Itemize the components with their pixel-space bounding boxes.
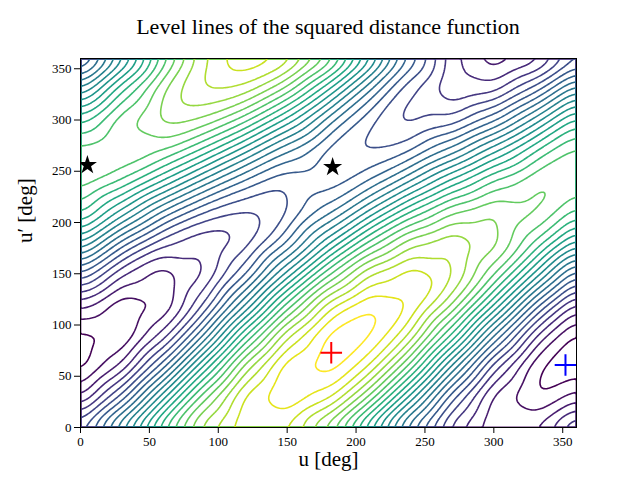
svg-text:50: 50	[59, 368, 72, 383]
html-text:Level lines of the squared dis: Level lines of the squared distance func…	[136, 14, 520, 39]
svg-text:250: 250	[415, 434, 435, 449]
svg-text:200: 200	[52, 215, 72, 230]
svg-text:0: 0	[65, 420, 72, 435]
svg-text:200: 200	[346, 433, 366, 449]
svg-text:150: 150	[52, 266, 72, 281]
svg-text:50: 50	[143, 434, 156, 449]
svg-text:150: 150	[277, 434, 297, 449]
svg-text:100: 100	[209, 434, 229, 449]
svg-text:350: 350	[52, 61, 72, 76]
svg-text:0: 0	[77, 434, 84, 449]
svg-text:u [deg]: u [deg]	[298, 447, 358, 471]
svg-text:300: 300	[52, 112, 72, 127]
svg-text:250: 250	[52, 163, 72, 178]
svg-text:100: 100	[52, 317, 72, 332]
svg-text:350: 350	[553, 434, 573, 449]
svg-text:300: 300	[484, 434, 504, 449]
svg-text:u′ [deg]: u′ [deg]	[13, 178, 37, 243]
